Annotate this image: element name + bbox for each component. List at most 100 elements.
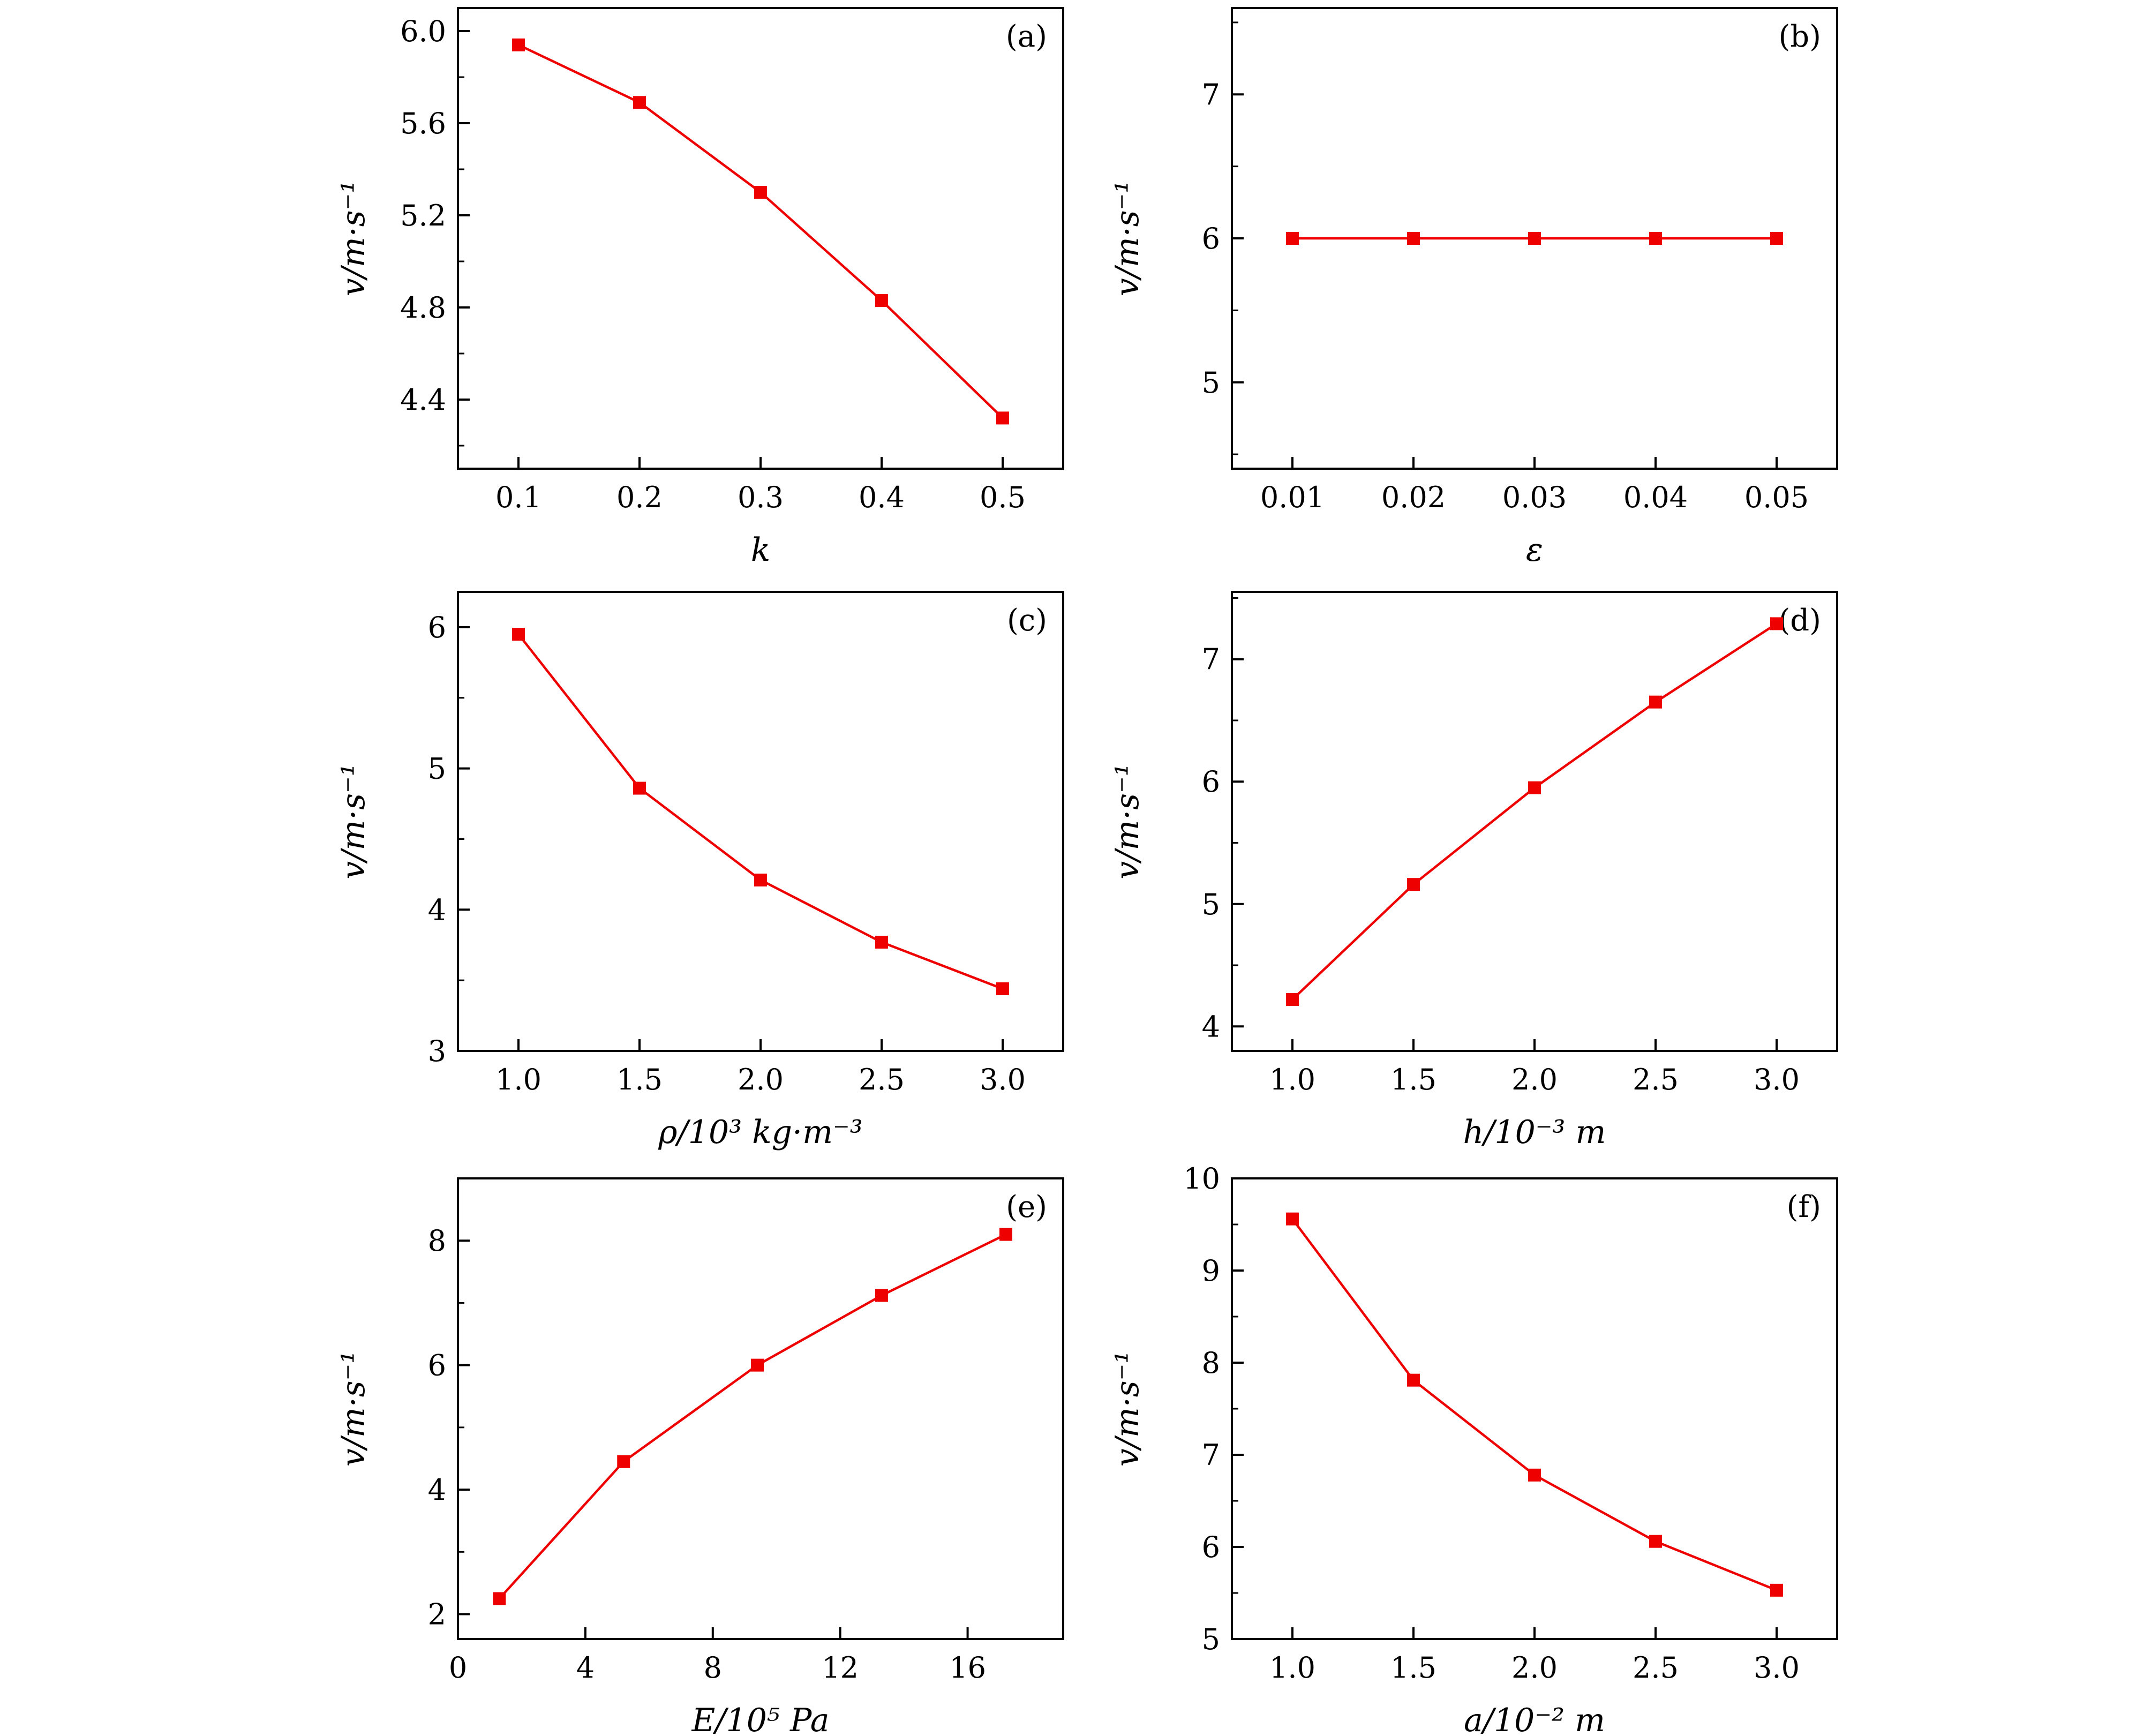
x-tick-label: 0.02 xyxy=(1381,480,1446,514)
data-point xyxy=(996,982,1009,995)
chart-panel: 0.1 0.2 0.3 0.4 0.5 4.4 4.8 5.2 5.6 6.0 k v/m·s⁻¹ (a… xyxy=(335,7,1064,569)
data-point xyxy=(512,38,525,51)
plot-frame xyxy=(457,591,1064,1052)
chart-panel: 1.0 1.5 2.0 2.5 3.0 3 4 5 6 ρ/10³ kg·m⁻³ v/m·s⁻¹ (c… xyxy=(335,591,1064,1151)
plot-frame xyxy=(1231,1177,1838,1640)
x-axis-label: E/10⁵ Pa xyxy=(691,1702,830,1734)
y-tick-label: 4 xyxy=(428,893,446,927)
series-line xyxy=(1291,622,1778,1001)
data-point xyxy=(617,1455,630,1468)
data-point xyxy=(1528,232,1541,245)
x-tick-label: 8 xyxy=(704,1651,722,1685)
x-axis-label: h/10⁻³ m xyxy=(1463,1114,1606,1151)
x-tick-label: 3.0 xyxy=(980,1063,1026,1096)
y-tick-label: 4 xyxy=(1202,1010,1220,1043)
x-tick-label: 0.1 xyxy=(495,480,541,514)
x-tick-label: 1.5 xyxy=(1390,1651,1436,1685)
y-tick-label: 8 xyxy=(428,1224,446,1258)
data-point xyxy=(633,96,646,109)
y-tick-label: 8 xyxy=(1202,1346,1220,1380)
x-tick-label: 12 xyxy=(822,1651,859,1685)
data-point xyxy=(1770,617,1783,630)
x-tick-label: 2.0 xyxy=(738,1063,784,1096)
panel-label: (f) xyxy=(1787,1190,1821,1224)
chart-panel: 1.0 1.5 2.0 2.5 3.0 4 5 6 7 h/10⁻³ m v/m·s⁻¹ (d) xyxy=(1109,591,1838,1151)
y-axis-label: v/m·s⁻¹ xyxy=(1109,1351,1146,1467)
data-point xyxy=(1286,232,1299,245)
y-axis-label: v/m·s⁻¹ xyxy=(335,181,372,297)
x-tick-label: 0.2 xyxy=(616,480,663,514)
x-tick-label: 0.4 xyxy=(859,480,905,514)
data-point xyxy=(1407,878,1420,891)
x-tick-label: 2.0 xyxy=(1511,1651,1558,1685)
data-point xyxy=(875,935,888,949)
y-tick-label: 4.8 xyxy=(400,291,446,325)
y-tick-label: 5 xyxy=(1202,1622,1220,1656)
panel-label: (d) xyxy=(1778,603,1821,638)
data-point xyxy=(875,294,888,307)
data-point xyxy=(1649,695,1662,709)
chart-panel: 0.01 0.02 0.03 0.04 0.05 5 6 7 ε v/m·s⁻¹ (b) xyxy=(1109,7,1838,569)
x-tick-label: 0.04 xyxy=(1623,480,1688,514)
x-tick-label: 0.01 xyxy=(1260,480,1325,514)
panel-label: (b) xyxy=(1778,19,1821,54)
y-tick-label: 7 xyxy=(1202,78,1220,111)
x-tick-label: 3.0 xyxy=(1754,1063,1800,1096)
x-tick-label: 2.0 xyxy=(1511,1063,1558,1096)
y-axis-label: v/m·s⁻¹ xyxy=(1109,181,1146,297)
y-tick-label: 6 xyxy=(1202,765,1220,799)
y-tick-label: 2 xyxy=(428,1598,446,1632)
y-tick-label: 7 xyxy=(1202,1438,1220,1472)
x-tick-label: 1.5 xyxy=(1390,1063,1436,1096)
data-point xyxy=(1528,781,1541,794)
y-tick-label: 6 xyxy=(428,1349,446,1382)
chart-panel: 1.0 1.5 2.0 2.5 3.0 5 6 7 8 9 10 a/10⁻² m v/m·s⁻¹ (f) xyxy=(1109,1162,1838,1736)
y-tick-label: 7 xyxy=(1202,643,1220,677)
series-line xyxy=(518,43,1004,419)
y-tick-label: 6 xyxy=(428,611,446,644)
x-axis-label: a/10⁻² m xyxy=(1464,1702,1605,1734)
data-point xyxy=(996,411,1009,425)
x-axis-label: ε xyxy=(1526,531,1543,569)
x-tick-label: 1.0 xyxy=(1269,1063,1315,1096)
data-point xyxy=(751,1358,764,1372)
x-tick-label: 2.5 xyxy=(1633,1063,1679,1096)
x-tick-label: 0.03 xyxy=(1502,480,1567,514)
data-point xyxy=(1649,232,1662,245)
y-tick-label: 6.0 xyxy=(400,14,446,48)
chart-panel: 0 4 8 12 16 2 4 6 8 E/10⁵ Pa v/m·s⁻¹ (e) xyxy=(335,1177,1064,1736)
series-line xyxy=(517,633,1003,990)
data-point xyxy=(1286,1212,1299,1226)
data-point xyxy=(1770,1583,1783,1597)
series-line xyxy=(498,1233,1006,1600)
x-tick-label: 0.5 xyxy=(980,480,1026,514)
series-line xyxy=(1291,1218,1777,1591)
y-tick-label: 5 xyxy=(1202,366,1220,400)
x-tick-label: 2.5 xyxy=(859,1063,905,1096)
x-tick-label: 4 xyxy=(576,1651,595,1685)
x-tick-label: 1.5 xyxy=(616,1063,663,1096)
data-point xyxy=(754,186,767,199)
y-tick-label: 5 xyxy=(1202,888,1220,921)
data-point xyxy=(1286,993,1299,1006)
data-point xyxy=(999,1228,1012,1241)
panel-label: (e) xyxy=(1006,1190,1047,1224)
y-tick-label: 3 xyxy=(428,1034,446,1068)
y-axis-label: v/m·s⁻¹ xyxy=(335,1351,372,1467)
y-tick-label: 6 xyxy=(1202,222,1220,255)
plot-frame xyxy=(1231,591,1838,1052)
x-tick-label: 16 xyxy=(949,1651,986,1685)
data-point xyxy=(875,1289,888,1302)
x-tick-label: 0.3 xyxy=(738,480,784,514)
data-point xyxy=(633,781,646,795)
x-tick-label: 2.5 xyxy=(1633,1651,1679,1685)
x-tick-label: 1.0 xyxy=(495,1063,541,1096)
data-point xyxy=(493,1592,506,1605)
y-tick-label: 9 xyxy=(1202,1254,1220,1288)
data-point xyxy=(1407,1373,1420,1387)
x-tick-label: 1.0 xyxy=(1269,1651,1315,1685)
x-tick-label: 0.05 xyxy=(1744,480,1809,514)
x-axis-label: k xyxy=(751,531,770,569)
data-point xyxy=(1407,232,1420,245)
